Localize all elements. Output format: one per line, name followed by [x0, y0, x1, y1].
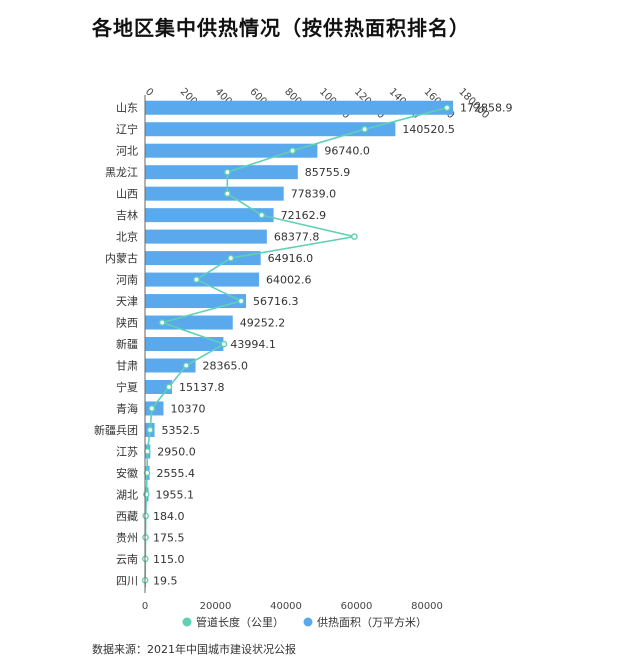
line-point	[182, 362, 190, 369]
category-label: 山西	[116, 188, 138, 201]
bar	[145, 315, 233, 330]
bottom-tick-label: 20000	[200, 601, 232, 612]
bar-value-label: 2555.4	[157, 467, 196, 480]
line-point	[193, 276, 200, 283]
category-label: 陕西	[116, 316, 138, 330]
category-label: 青海	[116, 401, 138, 415]
line-point	[258, 211, 265, 219]
category-label: 新疆	[116, 337, 138, 351]
legend-label-line: 管道长度（公里）	[196, 615, 284, 629]
category-label: 江苏	[116, 445, 138, 458]
bar	[145, 337, 224, 352]
bar	[145, 186, 284, 201]
line-point	[143, 469, 151, 477]
bar-value-label: 43994.1	[230, 338, 275, 351]
bar-value-label: 85755.9	[305, 166, 351, 179]
value-labels: 172858.9 140520.5 96740.0 85755.9 77839.0 721…	[153, 102, 513, 588]
bar	[145, 294, 247, 309]
line-point	[237, 297, 245, 305]
bar-value-label: 64002.6	[266, 274, 312, 287]
bar-value-label: 64916.0	[268, 252, 314, 265]
bar-value-label: 56716.3	[253, 295, 299, 308]
category-label: 西藏	[116, 510, 138, 523]
chart-title: 各地区集中供热情况（按供热面积排名）	[92, 16, 470, 40]
bottom-tick-label: 0	[142, 601, 148, 612]
bar-value-label: 10370	[170, 402, 205, 415]
bar-value-label: 72162.9	[281, 209, 327, 222]
category-label: 湖北	[116, 488, 138, 501]
line-point	[443, 104, 451, 112]
bar-value-label: 77839.0	[291, 188, 337, 201]
bar	[145, 165, 298, 180]
category-label: 安徽	[116, 466, 138, 480]
category-label: 内蒙古	[105, 251, 138, 265]
category-label: 辽宁	[116, 122, 138, 136]
legend-marker-bar	[303, 617, 313, 627]
bar-value-label: 28365.0	[203, 360, 249, 373]
source-note: 数据来源：2021年中国城市建设状况公报	[92, 643, 296, 656]
line-point	[142, 512, 149, 520]
category-label: 贵州	[116, 531, 138, 544]
bottom-tick-label: 80000	[411, 601, 443, 612]
category-label: 宁夏	[116, 380, 138, 394]
bar-value-label: 68377.8	[274, 231, 320, 244]
category-label: 北京	[116, 230, 138, 244]
bar-value-label: 1955.1	[155, 488, 194, 501]
bar	[145, 143, 318, 158]
category-label: 云南	[116, 553, 138, 566]
line-point	[289, 147, 296, 154]
category-label: 河北	[116, 145, 138, 158]
category-label: 新疆兵团	[94, 423, 138, 437]
category-label: 四川	[116, 574, 138, 587]
category-label: 山东	[116, 102, 138, 115]
bar-value-label: 2950.0	[157, 445, 196, 458]
bar	[145, 251, 261, 266]
category-label: 河南	[116, 274, 138, 287]
line-point	[144, 448, 151, 455]
bar-value-label: 5352.5	[162, 424, 201, 437]
bar-value-label: 49252.2	[240, 317, 286, 330]
line-point	[146, 426, 154, 434]
bar	[145, 122, 396, 137]
bar-value-label: 175.5	[153, 531, 185, 544]
bar	[145, 229, 267, 244]
bars	[145, 100, 453, 588]
legend-marker-line	[182, 617, 192, 627]
bar-value-label: 172858.9	[460, 102, 513, 115]
bottom-tick-label: 60000	[341, 601, 373, 612]
line-point	[351, 233, 358, 240]
line-point	[224, 168, 231, 176]
line-point	[220, 340, 228, 348]
bottom-axis: 0 20000 40000 60000 80000	[142, 95, 443, 612]
bar	[145, 100, 453, 115]
legend-label-bar: 供热面积（万平方米）	[317, 615, 427, 629]
line-point	[227, 254, 235, 262]
category-label: 天津	[116, 295, 138, 308]
line-point	[361, 125, 368, 133]
bar-value-label: 15137.8	[179, 381, 225, 394]
line-point	[148, 405, 156, 412]
line-point	[142, 534, 149, 541]
bar-value-label: 140520.5	[402, 123, 455, 136]
bar	[145, 272, 260, 287]
legend: 管道长度（公里） 供热面积（万平方米）	[182, 615, 427, 629]
bar	[145, 208, 274, 223]
bar-value-label: 115.0	[153, 553, 185, 566]
bottom-tick-label: 40000	[270, 601, 302, 612]
bar-value-label: 19.5	[153, 574, 178, 587]
category-label: 甘肃	[116, 360, 138, 373]
category-label: 吉林	[116, 208, 138, 222]
line-point	[158, 319, 166, 326]
category-label: 黑龙江	[105, 166, 138, 179]
bar-value-label: 96740.0	[324, 145, 370, 158]
category-labels: 山东辽宁河北黑龙江山西吉林北京内蒙古河南天津陕西新疆甘肃宁夏青海新疆兵团江苏安徽…	[94, 102, 138, 588]
bar-value-label: 184.0	[153, 510, 185, 523]
line-point	[224, 190, 231, 197]
line-point	[165, 383, 173, 391]
